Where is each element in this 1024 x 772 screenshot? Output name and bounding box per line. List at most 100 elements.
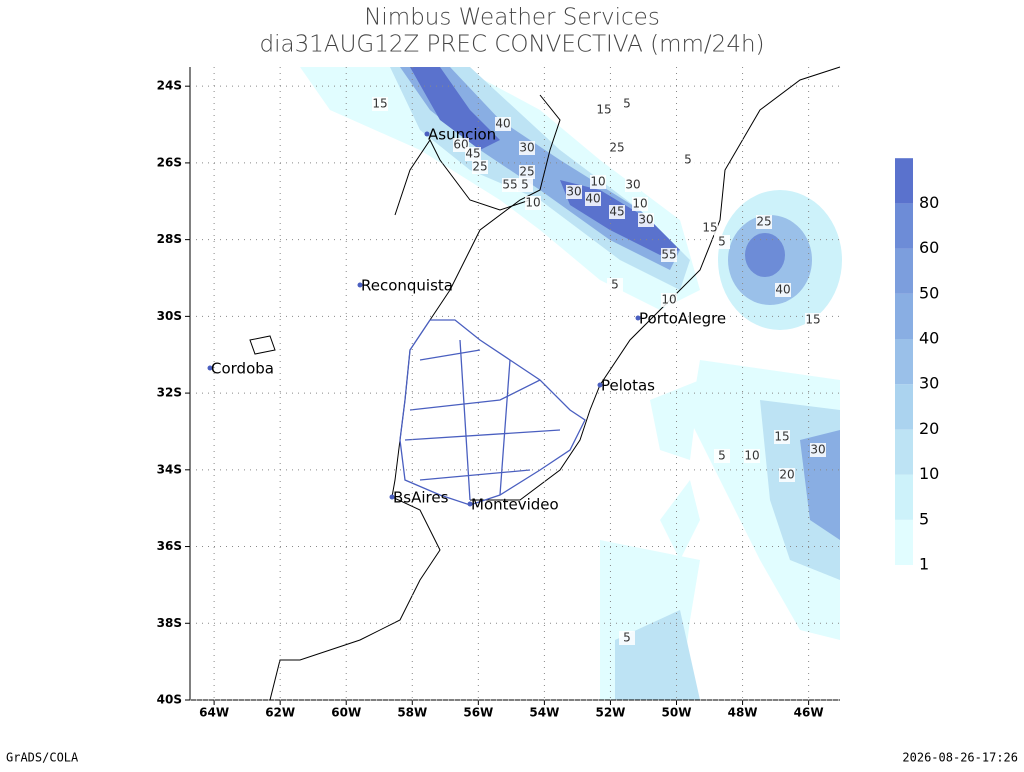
city-dot [635,315,641,321]
contour-label: 40 [585,192,600,206]
contour-label: 40 [495,117,510,131]
x-tick-label: 64W [199,706,229,720]
contour-label-bg [525,196,541,210]
contour-label: 30 [625,178,640,192]
contour-label: 15 [774,430,789,444]
precip-field [300,67,842,700]
contour-label-bg [632,197,648,211]
contour-label: 5 [611,278,619,292]
y-tick-label: 32S [157,386,182,400]
contour-label: 60 [453,138,468,152]
city-dot [357,282,363,288]
contour-label: 15 [372,97,387,111]
colorbar-label: 40 [919,329,939,348]
title: Nimbus Weather Services [364,5,660,31]
contour-label-bg [775,283,791,297]
contour-label: 30 [566,185,581,199]
contour-label-bg [756,215,772,229]
contour-label: 5 [623,631,631,645]
city-label: PortoAlegre [639,310,726,328]
contour-label: 30 [519,141,534,155]
colorbar-swatch [895,293,913,339]
contour-label: 10 [661,293,676,307]
city-label: Cordoba [211,360,274,378]
contour-label-bg [465,147,481,161]
contour-label: 25 [472,160,487,174]
contour-label-bg [585,192,601,206]
x-tick-label: 60W [331,706,361,720]
contour-label: 10 [590,175,605,189]
contour-label-bg [517,178,533,192]
uruguay-borders [399,319,586,506]
contour-label-bg [495,117,511,131]
colorbar-swatch [895,384,913,430]
colorbar-swatch [895,203,913,249]
contour-label-bg [502,178,518,192]
x-tick-label: 50W [662,706,692,720]
city-label: Asuncion [428,126,496,144]
colorbar-label: 80 [919,193,939,212]
contour-label-bg [702,221,718,235]
contour-label: 25 [756,215,771,229]
y-tick-label: 30S [157,309,182,323]
colorbar-label: 50 [919,283,939,302]
city-label: BsAires [393,489,449,507]
x-tick-label: 62W [265,706,295,720]
city-dot [207,365,213,371]
contour-label: 5 [623,97,631,111]
contour-label: 55 [661,248,676,262]
contour-label: 45 [465,147,480,161]
contour-label: 5 [684,153,692,167]
contour-label: 5 [718,235,726,249]
contour-label: 15 [596,103,611,117]
contour-label-bg [744,449,760,463]
y-tick-label: 24S [157,79,182,93]
colorbar: 1 5 10 20 30 40 50 60 80 [895,158,939,574]
contour-label: 25 [609,141,624,155]
contour-label: 5 [718,449,726,463]
contour-label-bg [638,213,654,227]
y-tick-label: 26S [157,155,182,169]
contour-label: 40 [775,283,790,297]
colorbar-label: 20 [919,419,939,438]
x-tick-label: 58W [397,706,427,720]
contour-label-bg [619,631,635,645]
city-dot [424,131,430,137]
contour-label-bg [661,248,677,262]
contour-label: 15 [702,221,717,235]
contour-label: 25 [519,165,534,179]
colorbar-swatch [895,474,913,520]
subtitle: dia31AUG12Z PREC CONVECTIVA (mm/24h) [259,32,764,58]
contour-label: 15 [805,313,820,327]
city-dot [597,382,603,388]
y-tick-label: 34S [157,462,182,476]
contour-label-bg [661,293,677,307]
x-tick-label: 54W [529,706,559,720]
city-dot [389,494,395,500]
contour-label-bg [774,430,790,444]
contour-label-bg [625,178,641,192]
x-tick-label: 52W [595,706,625,720]
contour-label-bg [714,449,730,463]
contour-label-bg [372,97,388,111]
city-label: Pelotas [601,377,655,395]
colorbar-label: 5 [919,509,929,528]
contour-label-bg [609,205,625,219]
colorbar-swatch [895,248,913,294]
colorbar-swatch [895,429,913,475]
contour-label-bg [607,278,623,292]
city-label: Montevideo [471,496,559,514]
city-dot [467,501,473,507]
colorbar-label: 10 [919,464,939,483]
city-label: Reconquista [361,277,453,295]
contour-label: 10 [632,197,647,211]
contour-label: 10 [525,196,540,210]
contour-label-bg [714,235,730,249]
y-tick-label: 38S [157,616,182,630]
contour-label: 30 [638,213,653,227]
axes: 64W 62W 60W 58W 56W 54W 52W 50W 48W 46W 24S 26S 28S 3… [157,67,840,720]
contour-label-bg [619,97,635,111]
colorbar-label: 1 [919,555,929,574]
contour-label: 30 [810,443,825,457]
contour-label-bg [596,103,612,117]
